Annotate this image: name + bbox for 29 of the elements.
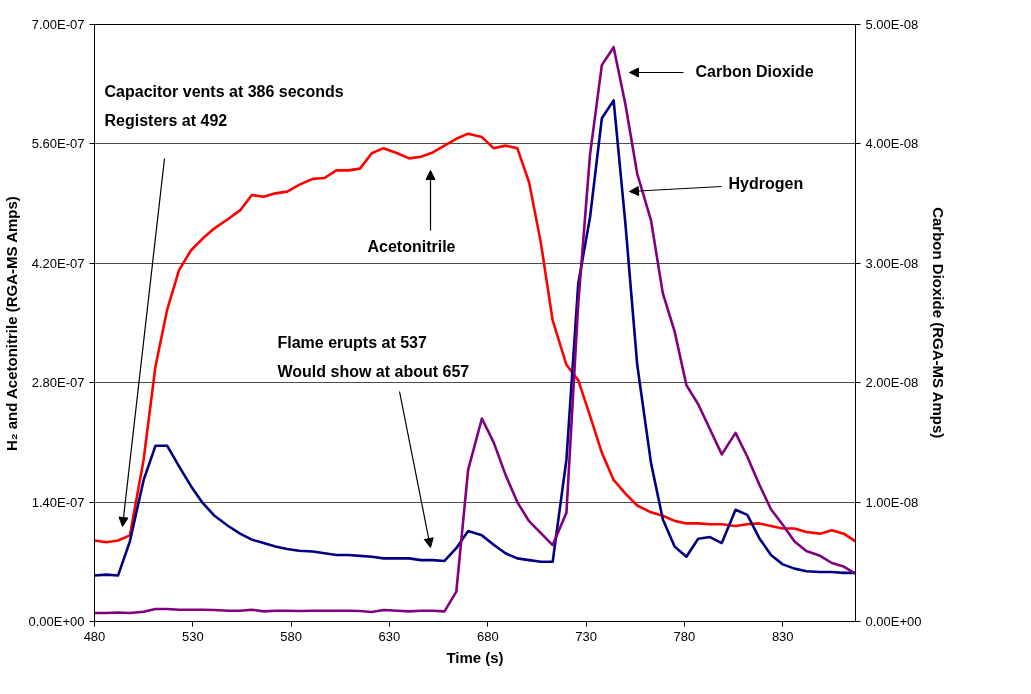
y2-tick-label: 1.00E-08 bbox=[865, 494, 919, 510]
x-axis-title: Time (s) bbox=[446, 648, 504, 666]
x-tick-label: 830 bbox=[771, 628, 794, 644]
y2-tick-label: 0.00E+00 bbox=[865, 614, 922, 629]
annotation: Flame erupts at 537 Would show at about 657 bbox=[277, 334, 470, 380]
annotation: Capacitor vents at 386 seconds Registers at 492 bbox=[104, 83, 344, 129]
y2-tick-label: 4.00E-08 bbox=[865, 136, 919, 152]
y-tick-label: 4.20E-07 bbox=[31, 255, 85, 271]
x-tick-label: 580 bbox=[280, 628, 302, 644]
y-axis-title: H₂ and Acetonitrile (RGA-MS Amps) bbox=[3, 196, 21, 451]
x-tick-label: 630 bbox=[378, 628, 401, 644]
y2-tick-label: 2.00E-08 bbox=[865, 375, 919, 391]
x-tick-label: 480 bbox=[83, 628, 106, 644]
y-tick-label: 1.40E-07 bbox=[31, 494, 85, 510]
annotation: Acetonitrile bbox=[367, 238, 456, 255]
annotation: Carbon Dioxide bbox=[695, 63, 814, 80]
y-tick-label: 7.00E-07 bbox=[31, 17, 85, 32]
y-tick-label: 0.00E+00 bbox=[28, 614, 85, 629]
y2-axis-title: Carbon Dioxide (RGA-MS Amps) bbox=[929, 207, 947, 439]
x-tick-label: 780 bbox=[673, 628, 696, 644]
y-tick-label: 2.80E-07 bbox=[31, 375, 85, 391]
y-tick-label: 5.60E-07 bbox=[31, 136, 85, 152]
annotation: Hydrogen bbox=[728, 175, 804, 192]
line-series bbox=[94, 45, 856, 615]
x-tick-label: 730 bbox=[575, 628, 597, 644]
y2-tick-label: 5.00E-08 bbox=[865, 17, 919, 32]
x-tick-label: 530 bbox=[181, 628, 204, 644]
x-tick-label: 680 bbox=[476, 628, 499, 644]
y2-tick-label: 3.00E-08 bbox=[865, 255, 919, 271]
